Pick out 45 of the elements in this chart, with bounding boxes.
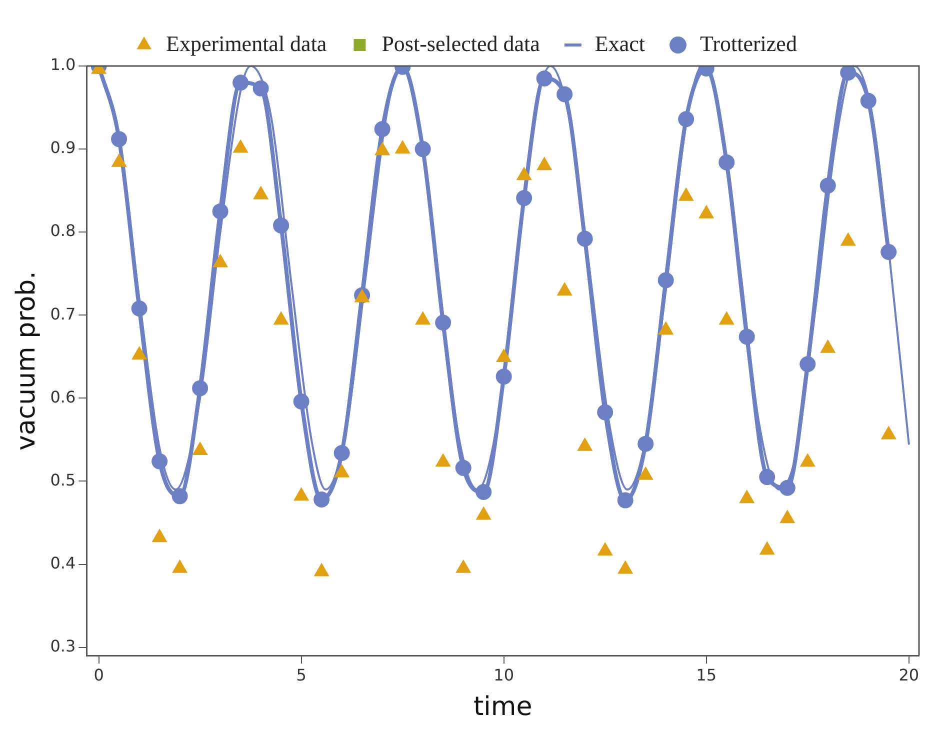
point	[718, 311, 734, 325]
point	[192, 441, 208, 455]
point	[132, 346, 148, 360]
point	[152, 528, 168, 542]
y-tick-label: 0.8	[50, 221, 76, 240]
point	[780, 510, 796, 524]
legend-label: Exact	[594, 30, 646, 56]
point	[800, 453, 816, 467]
point	[415, 311, 431, 325]
y-axis-title: vacuum prob.	[11, 271, 42, 451]
x-tick-label: 0	[94, 665, 104, 684]
y-tick-label: 1.0	[50, 55, 76, 74]
x-tick-label: 5	[296, 665, 306, 684]
y-tick-label: 0.7	[50, 304, 76, 324]
point	[556, 282, 572, 296]
point	[314, 562, 330, 576]
point	[476, 506, 492, 520]
point	[597, 542, 613, 556]
point	[334, 464, 350, 478]
point	[496, 348, 512, 362]
x-tick-label: 15	[696, 665, 717, 684]
point	[638, 466, 654, 480]
point	[739, 490, 755, 504]
legend-label: Trotterized	[700, 30, 797, 56]
point	[577, 437, 593, 451]
point	[820, 339, 836, 353]
y-tick-label: 0.3	[50, 636, 76, 656]
point	[273, 311, 289, 325]
point	[172, 559, 188, 573]
x-axis-title: time	[473, 692, 532, 722]
y-tick-label: 0.5	[50, 470, 76, 490]
point	[658, 321, 674, 335]
x-tick-label: 10	[494, 665, 514, 684]
y-tick-label: 0.9	[50, 138, 76, 158]
x-tick-label: 20	[898, 665, 920, 684]
point	[618, 560, 634, 574]
y-tick-label: 0.4	[50, 553, 76, 572]
legend-label: Experimental data	[166, 30, 327, 56]
point	[880, 426, 896, 440]
legend-label: Post-selected data	[382, 30, 540, 56]
point	[294, 487, 310, 501]
point	[435, 453, 451, 467]
point	[456, 559, 472, 573]
point	[759, 541, 775, 555]
y-tick-label: 0.6	[50, 387, 76, 406]
